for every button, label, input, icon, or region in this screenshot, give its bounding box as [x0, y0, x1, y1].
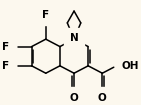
Text: O: O — [70, 93, 78, 103]
Text: F: F — [2, 42, 9, 52]
Text: F: F — [2, 61, 9, 71]
Text: F: F — [42, 10, 49, 20]
Text: O: O — [98, 93, 107, 103]
Text: OH: OH — [122, 61, 139, 71]
Text: N: N — [70, 33, 78, 43]
